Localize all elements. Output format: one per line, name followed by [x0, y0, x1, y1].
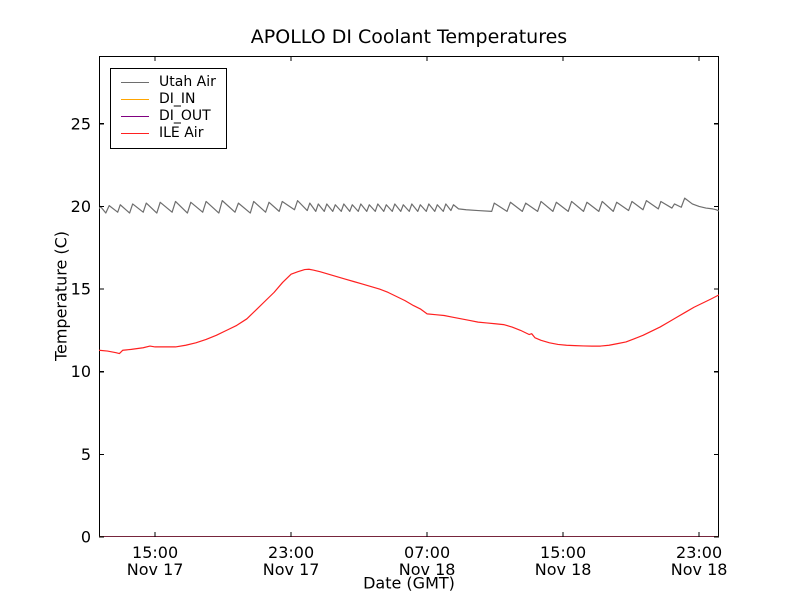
- y-tick-label: 25: [71, 114, 91, 133]
- y-tick-label: 15: [71, 280, 91, 299]
- legend-label: DI_OUT: [159, 108, 211, 124]
- x-tick-date: Nov 18: [399, 560, 456, 579]
- legend-line-sample: [121, 116, 149, 117]
- x-tick-time: 23:00: [676, 543, 722, 562]
- legend-entry: DI_OUT: [121, 108, 216, 125]
- y-tick-label: 10: [71, 362, 91, 381]
- legend-entry: DI_IN: [121, 91, 216, 108]
- y-axis-label: Temperature (C): [51, 230, 71, 362]
- series-line-ile-air: [99, 268, 719, 355]
- x-tick-date: Nov 18: [671, 560, 728, 579]
- legend-line-sample: [121, 99, 149, 100]
- legend-label: ILE Air: [159, 125, 204, 141]
- x-tick-time: 15:00: [540, 543, 586, 562]
- series-line-utah-air: [99, 197, 719, 214]
- x-tick-date: Nov 18: [535, 560, 592, 579]
- legend-label: DI_IN: [159, 91, 196, 107]
- x-tick-time: 07:00: [404, 543, 450, 562]
- chart-title: APOLLO DI Coolant Temperatures: [250, 26, 568, 48]
- x-tick-date: Nov 17: [127, 560, 184, 579]
- x-tick-time: 15:00: [132, 543, 178, 562]
- legend-entry: ILE Air: [121, 125, 216, 142]
- legend-line-sample: [121, 133, 149, 134]
- legend: Utah Air DI_IN DI_OUT ILE Air: [110, 68, 227, 149]
- legend-label: Utah Air: [159, 74, 216, 90]
- legend-entry: Utah Air: [121, 74, 216, 91]
- x-tick-time: 23:00: [268, 543, 314, 562]
- y-tick-label: 20: [71, 197, 91, 216]
- x-tick-date: Nov 17: [263, 560, 320, 579]
- y-tick-label: 5: [81, 445, 91, 464]
- x-axis-label: Date (GMT): [363, 573, 455, 593]
- legend-line-sample: [121, 82, 149, 83]
- y-tick-label: 0: [81, 528, 91, 547]
